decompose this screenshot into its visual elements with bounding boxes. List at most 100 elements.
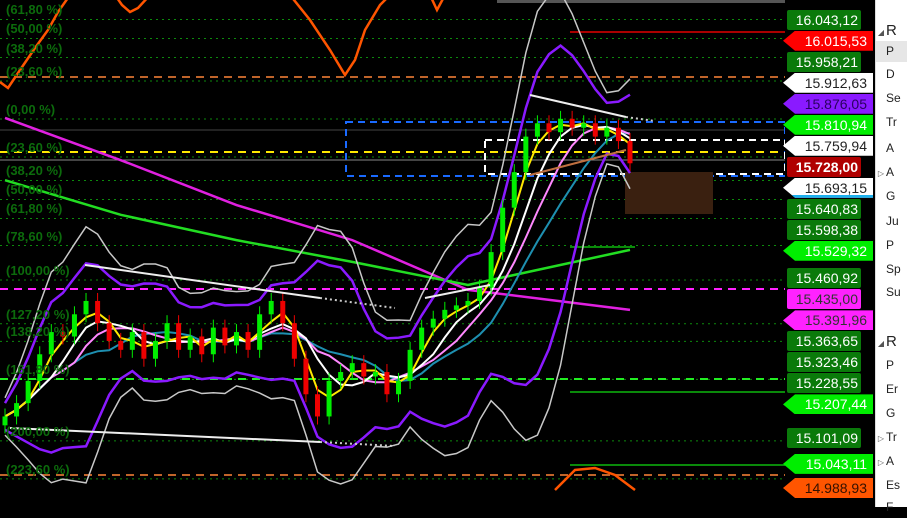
price-tag: 15.912,63 (783, 72, 873, 93)
bollinger-lower (4, 152, 632, 454)
fib-level-label: (127,20 %) (6, 306, 70, 322)
panel-item[interactable]: G (876, 186, 907, 207)
candle (615, 119, 621, 150)
panel-item[interactable]: Su (876, 282, 907, 303)
panel-item[interactable]: A (876, 138, 907, 159)
panel-item-label: G (886, 406, 896, 420)
candle (199, 328, 205, 363)
panel-item[interactable]: Tr (876, 112, 907, 133)
candle (384, 364, 390, 403)
price-tag: 15.207,44 (783, 394, 873, 415)
candle (60, 324, 66, 345)
panel-item[interactable]: ◢ R (876, 331, 907, 352)
fib-level-label: (100,00 %) (6, 262, 70, 278)
panel-item[interactable]: P (876, 355, 907, 376)
trendline[interactable] (424, 284, 491, 299)
candle (592, 115, 598, 145)
candle (14, 395, 20, 425)
fib-grid (0, 18, 785, 480)
price-tag: 15.435,00 (787, 289, 861, 310)
candle (581, 115, 587, 136)
candle (129, 324, 135, 358)
fib-level-label: (38,20 %) (6, 163, 63, 179)
price-tag: 15.958,21 (787, 51, 861, 72)
panel-item[interactable]: P (876, 235, 907, 256)
expand-triangle-icon[interactable]: ▷ (877, 434, 885, 443)
panel-item[interactable]: P (876, 41, 907, 62)
candle (222, 319, 228, 354)
panel-item[interactable]: Er (876, 379, 907, 400)
panel-item[interactable]: ▷ A (876, 451, 907, 472)
candle (326, 372, 332, 425)
panel-item-label: P (886, 358, 895, 372)
oscillator-line (0, 0, 636, 491)
fib-level-label: (50,00 %) (6, 21, 63, 37)
fib-level-label: (61,80 %) (6, 201, 63, 217)
trendline[interactable] (529, 94, 627, 118)
candle (523, 128, 529, 181)
price-chart[interactable] (0, 0, 785, 507)
expand-triangle-icon[interactable]: ▷ (877, 458, 885, 467)
price-tag: 15.693,15 (783, 177, 873, 198)
fib-level-label: (0,00 %) (6, 101, 56, 117)
candle (210, 319, 216, 363)
candle (534, 115, 540, 145)
candle (477, 279, 483, 309)
candle (257, 306, 263, 358)
panel-item[interactable]: ◢ R (876, 20, 907, 41)
panel-item[interactable]: G (876, 403, 907, 424)
panel-item[interactable]: D (876, 64, 907, 85)
candle (71, 306, 77, 345)
panel-item-label: A (886, 141, 895, 155)
top-scrollbar[interactable] (497, 0, 785, 3)
candle (419, 319, 425, 358)
panel-item[interactable]: Se (876, 88, 907, 109)
price-tag: 16.015,53 (783, 30, 873, 51)
trendline[interactable] (84, 264, 321, 299)
price-tag: 15.598,38 (787, 219, 861, 240)
fib-level-label: (61,80 %) (6, 2, 63, 18)
trendline[interactable] (9, 427, 321, 443)
candle (2, 408, 8, 434)
expand-triangle-icon[interactable]: ◢ (877, 28, 885, 37)
moving-average-7 (4, 126, 631, 418)
bollinger-upper (4, 0, 631, 399)
panel-item-label: F (886, 500, 894, 514)
candle (48, 324, 54, 363)
candle (604, 119, 610, 145)
candle (37, 346, 43, 389)
panel-item-label: Es (886, 478, 901, 492)
panel-item-label: Sp (886, 262, 901, 276)
price-axis[interactable]: 16.043,12 16.015,53 15.958,21 15.912,63 15.8… (783, 0, 875, 507)
price-tag: 15.043,11 (783, 453, 873, 474)
blue-dashed-box (345, 121, 785, 177)
moving-average-10 (4, 132, 631, 418)
panel-item[interactable]: ▷ Tr (876, 427, 907, 448)
panel-item[interactable]: Es (876, 475, 907, 496)
fib-level-label: (138,20 %) (6, 324, 70, 340)
candle (627, 133, 633, 172)
candle (268, 292, 274, 323)
candle (25, 372, 31, 412)
candle (106, 315, 112, 349)
candle (488, 244, 494, 296)
candles (2, 110, 633, 434)
candle (442, 301, 448, 327)
expand-triangle-icon[interactable]: ▷ (877, 169, 885, 178)
panel-item[interactable]: Ju (876, 211, 907, 232)
panel-item[interactable]: Sp (876, 259, 907, 280)
price-tag: 15.363,65 (787, 331, 861, 352)
candle (315, 386, 320, 425)
fib-level-label: (23,60 %) (6, 64, 63, 79)
trendline[interactable] (529, 149, 627, 176)
panel-item-label: Ju (886, 214, 899, 228)
candle (407, 341, 413, 389)
candle (141, 324, 147, 367)
candle (372, 364, 378, 385)
panel-item[interactable]: ▷ A (876, 162, 907, 183)
expand-triangle-icon[interactable]: ◢ (877, 339, 885, 348)
candle (338, 364, 344, 389)
panel-item[interactable]: F (876, 497, 907, 518)
panel-item-label: Tr (886, 430, 897, 444)
fib-level-label: (50,00 %) (6, 182, 63, 198)
